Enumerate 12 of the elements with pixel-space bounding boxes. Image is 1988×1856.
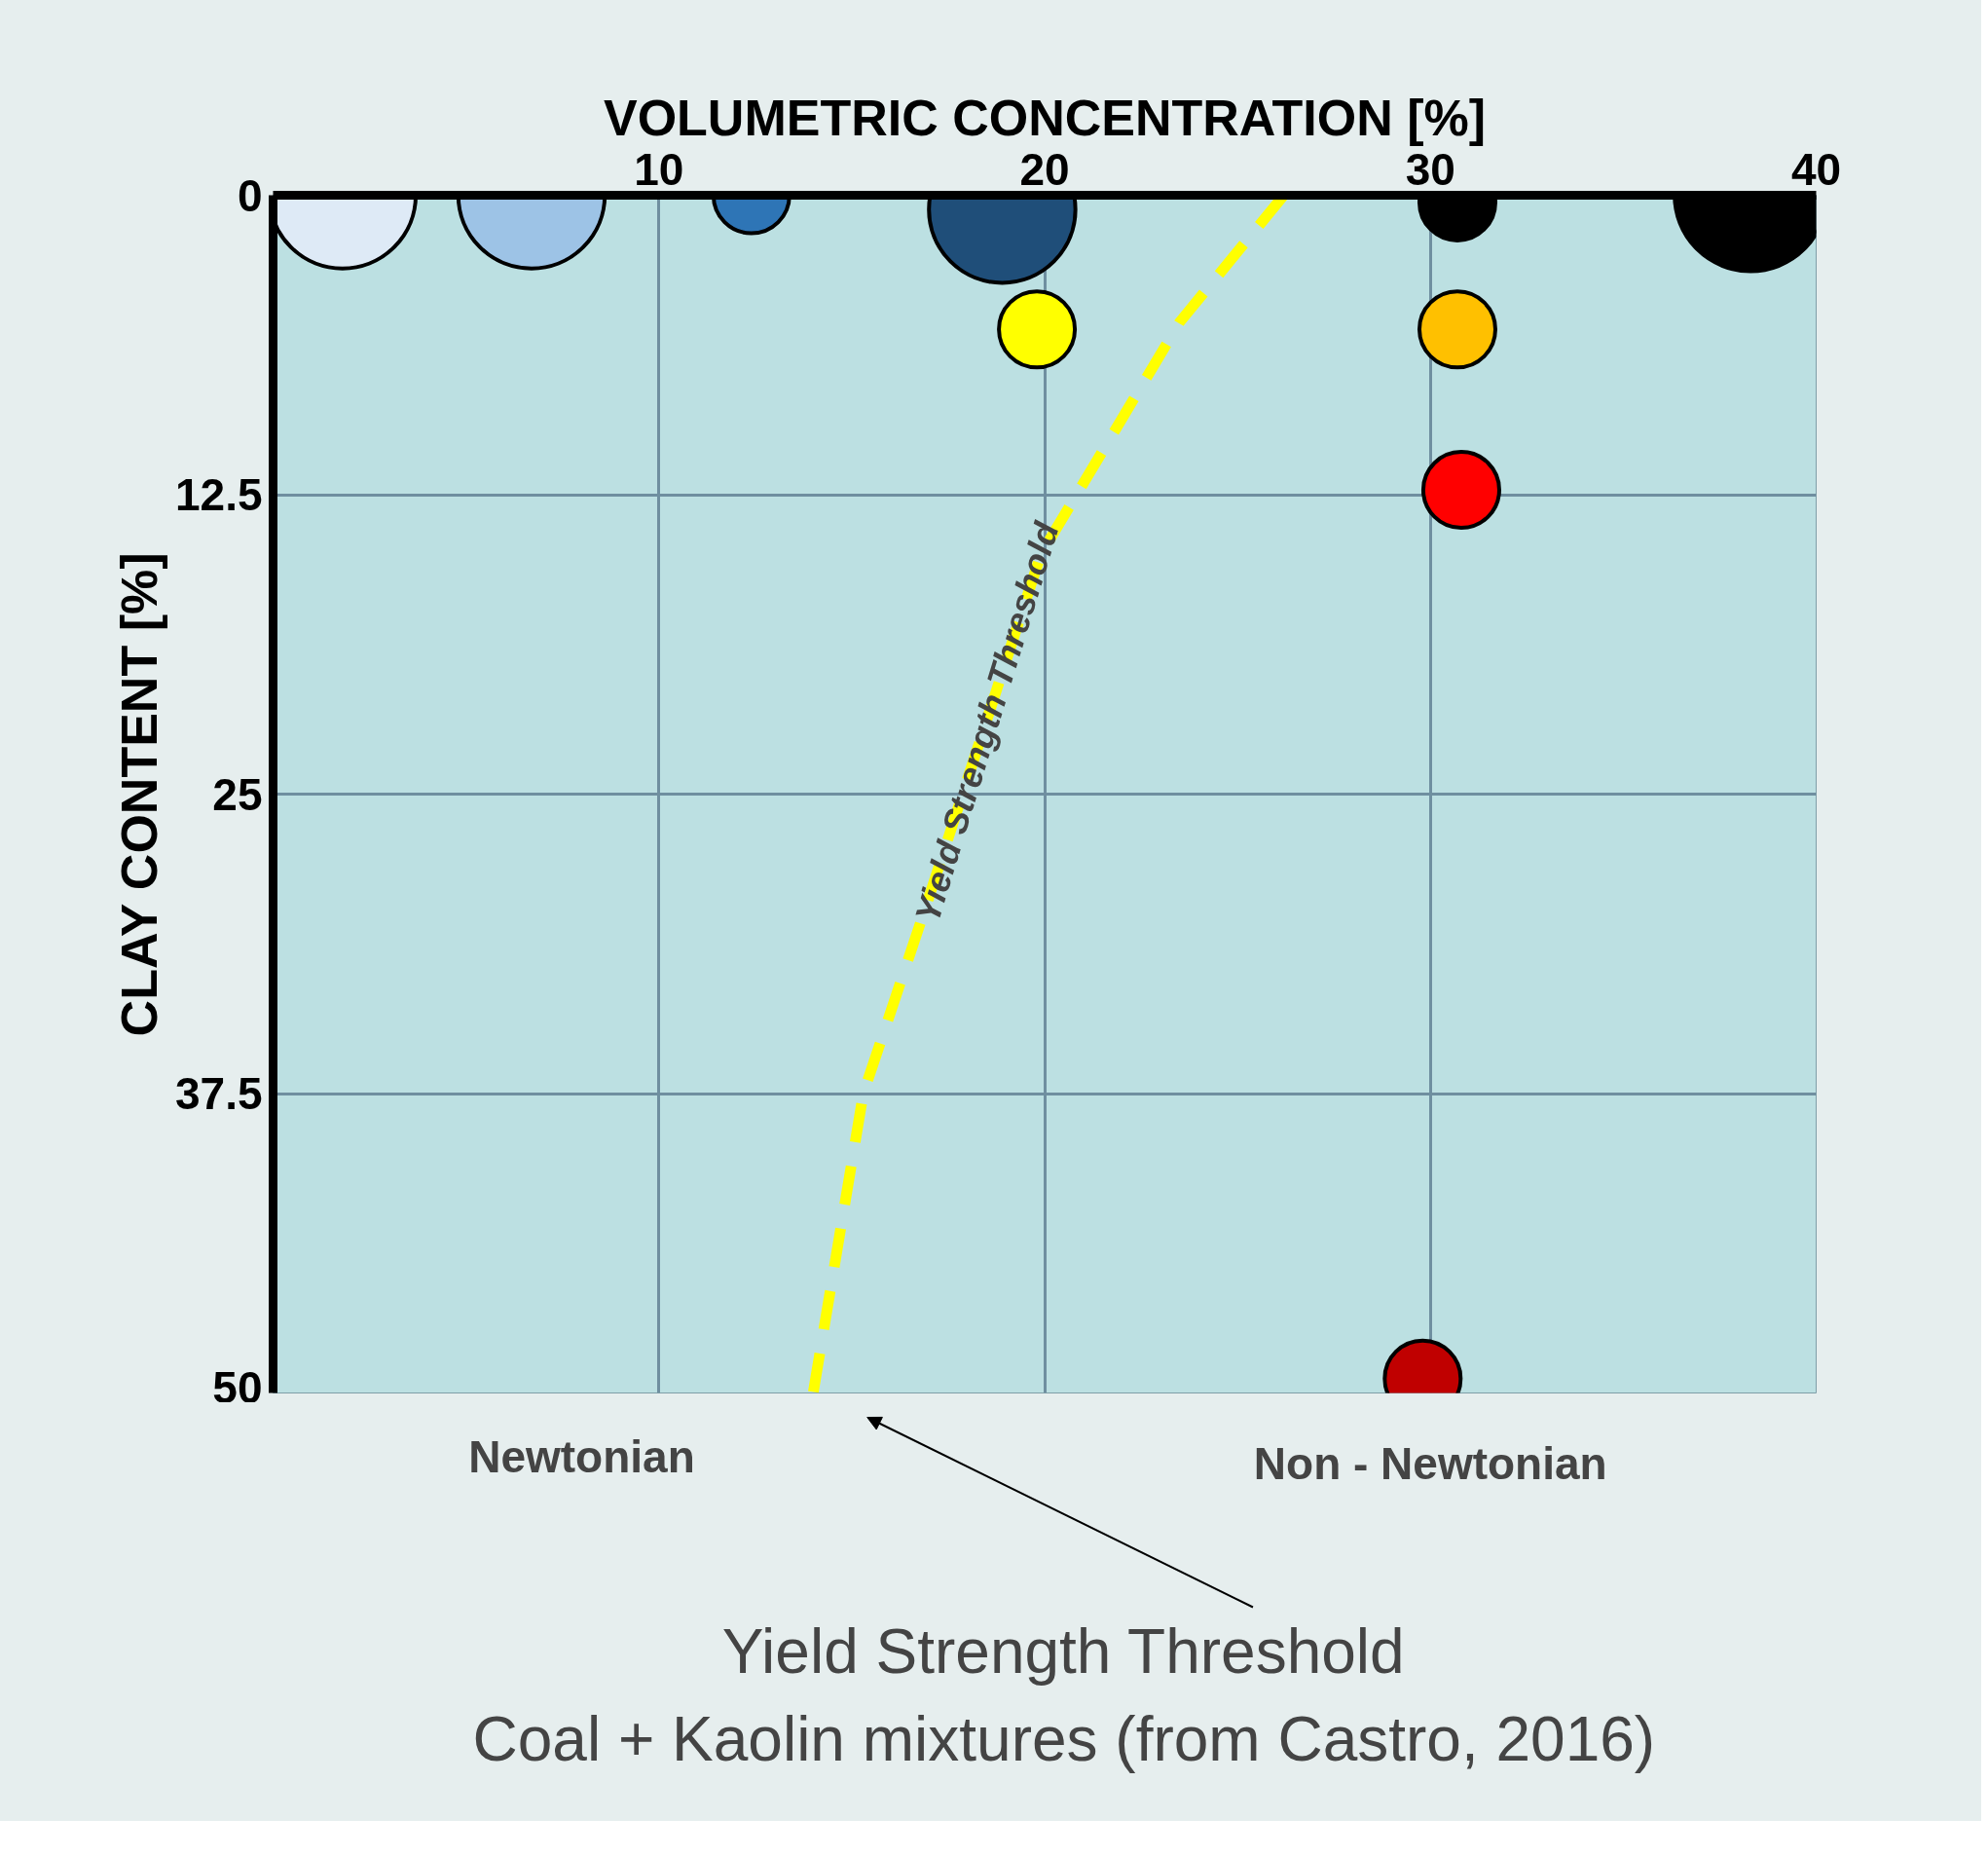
x-tick-label: 40 <box>1790 143 1842 195</box>
y-tick-label: 25 <box>212 768 263 820</box>
y-tick-label: 37.5 <box>174 1068 263 1119</box>
text: Newtonian <box>468 1430 695 1482</box>
text: Coal + Kaolin mixtures (from Castro, 2016) <box>472 1703 1656 1774</box>
y-axis-title: CLAY CONTENT [%] <box>110 552 167 1037</box>
x-tick-label: 10 <box>634 143 684 195</box>
text: Non - Newtonian <box>1253 1437 1607 1489</box>
y-tick-label: 0 <box>237 169 263 221</box>
y-tick-label: 12.5 <box>174 469 263 520</box>
text: Yield Strength Threshold <box>721 1615 1405 1687</box>
x-tick-label: 20 <box>1019 143 1070 195</box>
